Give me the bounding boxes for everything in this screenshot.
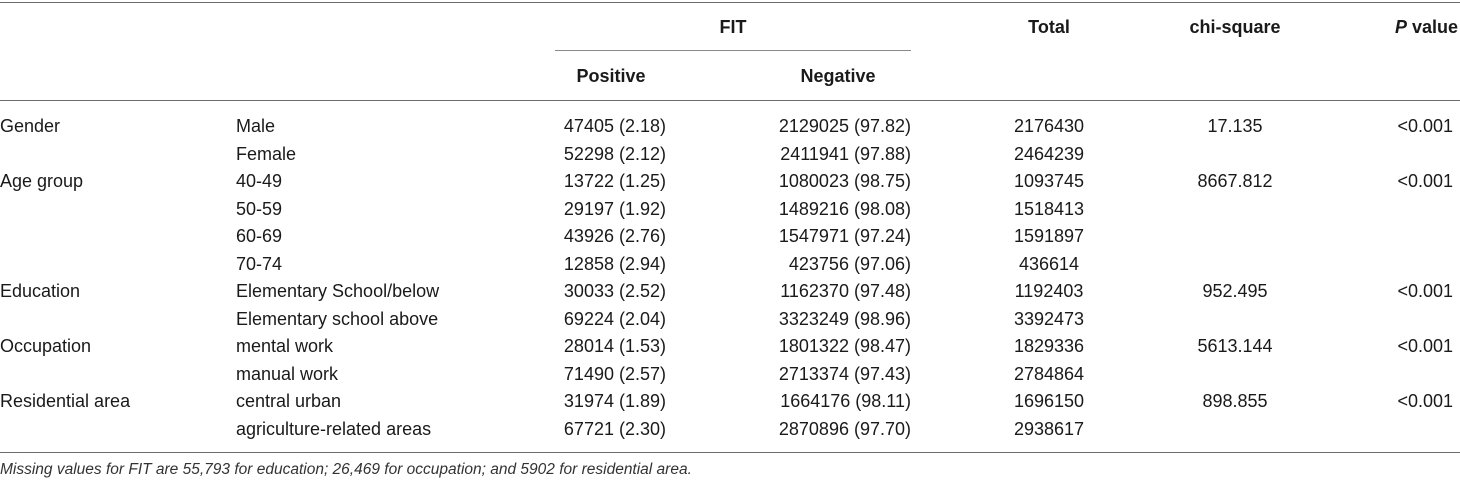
- cell-positive: 47405 (2.18): [563, 116, 666, 136]
- cell-total: 2938617: [1013, 419, 1085, 439]
- row-group-label: Occupation: [0, 336, 92, 356]
- row-subgroup-label: Female: [236, 144, 297, 164]
- table-footnote: Missing values for FIT are 55,793 for ed…: [0, 461, 692, 478]
- table-header-rule: [0, 100, 1460, 101]
- header-fit: FIT: [719, 17, 747, 37]
- cell-positive: 12858 (2.94): [563, 254, 666, 274]
- cell-chi-square: 17.135: [1207, 116, 1263, 136]
- row-subgroup-label: Elementary school above: [236, 309, 439, 329]
- cell-positive: 67721 (2.30): [563, 419, 666, 439]
- row-subgroup-label: agriculture-related areas: [236, 419, 432, 439]
- cell-p-value: <0.001: [1397, 281, 1453, 301]
- header-negative: Negative: [800, 66, 876, 86]
- cell-positive: 13722 (1.25): [563, 171, 666, 191]
- cell-p-value: <0.001: [1397, 336, 1453, 356]
- cell-positive: 52298 (2.12): [563, 144, 666, 164]
- cell-positive: 28014 (1.53): [563, 336, 666, 356]
- cell-positive: 71490 (2.57): [563, 364, 666, 384]
- cell-negative: 2870896 (97.70): [778, 419, 911, 439]
- row-subgroup-label: 50-59: [236, 199, 283, 219]
- cell-chi-square: 5613.144: [1197, 336, 1273, 356]
- cell-positive: 31974 (1.89): [563, 391, 666, 411]
- cell-p-value: <0.001: [1397, 116, 1453, 136]
- header-p-italic: P: [1394, 17, 1407, 37]
- row-group-label: Gender: [0, 116, 61, 136]
- cell-total: 1192403: [1014, 281, 1084, 301]
- cell-positive: 30033 (2.52): [563, 281, 666, 301]
- cell-total: 1093745: [1013, 171, 1085, 191]
- row-subgroup-label: 70-74: [236, 254, 283, 274]
- cell-total: 2784864: [1013, 364, 1085, 384]
- cell-p-value: <0.001: [1397, 391, 1453, 411]
- cell-chi-square: 8667.812: [1197, 171, 1273, 191]
- cell-positive: 69224 (2.04): [563, 309, 666, 329]
- cell-negative: 2411941 (97.88): [780, 144, 911, 164]
- table-top-rule: [0, 2, 1460, 3]
- cell-total: 2464239: [1013, 144, 1085, 164]
- cell-p-value: <0.001: [1397, 171, 1453, 191]
- cell-negative: 2129025 (97.82): [778, 116, 911, 136]
- row-subgroup-label: 40-49: [236, 171, 283, 191]
- cell-negative: 3323249 (98.96): [778, 309, 911, 329]
- row-group-label: Residential area: [0, 391, 131, 411]
- row-subgroup-label: Male: [236, 116, 276, 136]
- fit-header-rule: [555, 50, 911, 51]
- cell-negative: 1489216 (98.08): [778, 199, 911, 219]
- cell-positive: 29197 (1.92): [563, 199, 666, 219]
- cell-negative: 1162370 (97.48): [780, 281, 911, 301]
- cell-total: 436614: [1018, 254, 1080, 274]
- row-group-label: Education: [0, 281, 81, 301]
- row-subgroup-label: mental work: [236, 336, 334, 356]
- row-subgroup-label: 60-69: [236, 226, 283, 246]
- cell-total: 3392473: [1013, 309, 1085, 329]
- header-total: Total: [1028, 17, 1070, 37]
- cell-total: 1829336: [1013, 336, 1085, 356]
- cell-total: 2176430: [1013, 116, 1085, 136]
- cell-total: 1518413: [1013, 199, 1085, 219]
- header-positive: Positive: [576, 66, 646, 86]
- cell-negative: 1801322 (98.47): [778, 336, 911, 356]
- cell-negative: 423756 (97.06): [788, 254, 911, 274]
- cell-negative: 2713374 (97.43): [778, 364, 911, 384]
- cell-negative: 1664176 (98.11): [780, 391, 911, 411]
- cell-negative: 1080023 (98.75): [778, 171, 911, 191]
- header-p-value: P value: [1395, 16, 1458, 38]
- cell-chi-square: 898.855: [1202, 391, 1268, 411]
- cell-total: 1591897: [1013, 226, 1085, 246]
- cell-chi-square: 952.495: [1202, 281, 1268, 301]
- cell-total: 1696150: [1013, 391, 1085, 411]
- row-subgroup-label: Elementary School/below: [236, 281, 440, 301]
- row-subgroup-label: manual work: [236, 364, 339, 384]
- cell-negative: 1547971 (97.24): [778, 226, 911, 246]
- table-bottom-rule: [0, 452, 1460, 453]
- header-chi-square: chi-square: [1189, 17, 1281, 37]
- header-p-rest: value: [1406, 17, 1458, 37]
- row-subgroup-label: central urban: [236, 391, 342, 411]
- cell-positive: 43926 (2.76): [563, 226, 666, 246]
- row-group-label: Age group: [0, 171, 84, 191]
